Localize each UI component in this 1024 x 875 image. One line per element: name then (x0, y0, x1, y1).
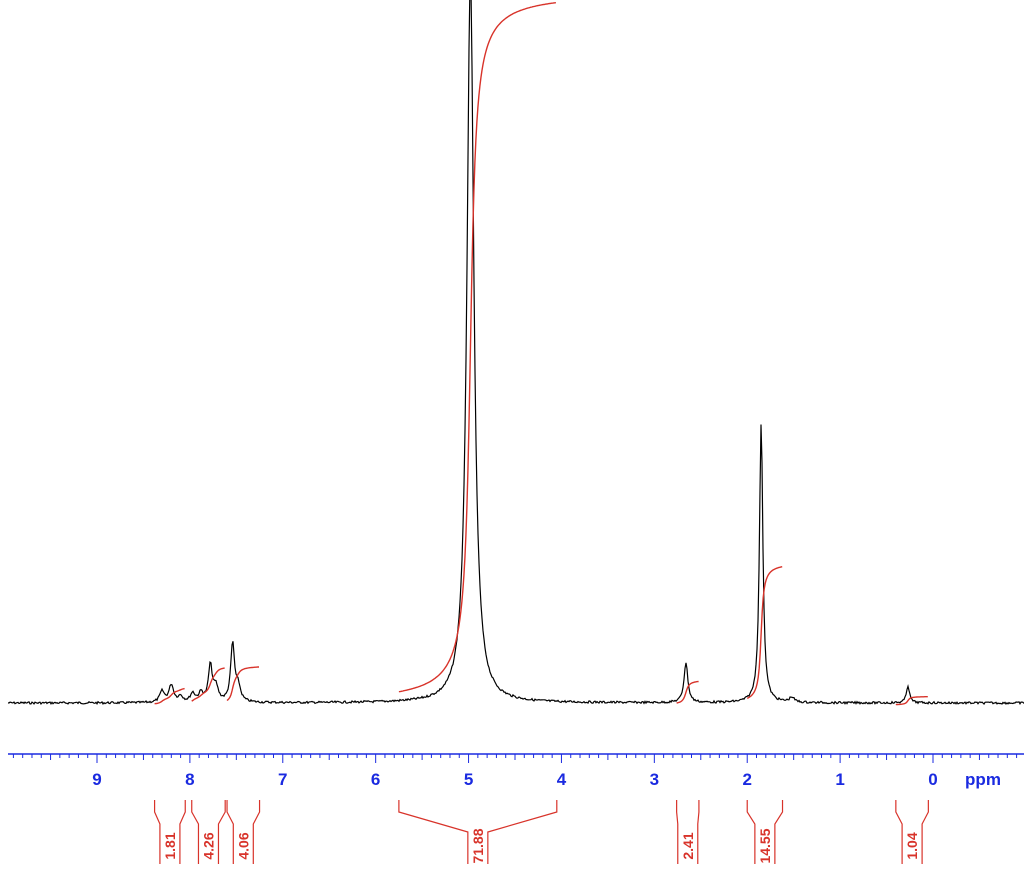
x-tick-label: 0 (928, 770, 937, 789)
integral-value-label: 14.55 (757, 828, 773, 863)
x-tick-label: 9 (92, 770, 101, 789)
integral-value-label: 71.88 (470, 828, 486, 863)
integral-bracket: 2.41 (676, 800, 700, 864)
integral-bracket: 1.04 (895, 800, 929, 864)
integral-bracket: 14.55 (746, 800, 784, 864)
integral-value-label: 1.04 (904, 832, 920, 859)
integral-value-label: 2.41 (680, 832, 696, 859)
integral-bracket: 4.06 (226, 800, 261, 864)
integral-bracket: 4.26 (191, 800, 226, 864)
integral-curve (895, 696, 928, 706)
x-tick-label: 1 (835, 770, 844, 789)
x-tick-label: 6 (371, 770, 380, 789)
spectrum-trace (7, 0, 1024, 706)
integral-curve (746, 566, 783, 700)
integral-bracket: 71.88 (398, 800, 558, 864)
integral-curve (226, 666, 259, 702)
integral-bracket: 1.81 (153, 800, 186, 864)
integral-curve (676, 680, 699, 704)
integral-curve (154, 687, 185, 705)
x-tick-label: 5 (464, 770, 473, 789)
x-tick-label: 3 (650, 770, 659, 789)
integral-curve (398, 2, 556, 693)
integral-value-label: 4.06 (235, 832, 251, 859)
integral-value-label: 1.81 (162, 832, 178, 859)
x-tick-label: 7 (278, 770, 287, 789)
x-tick-label: 4 (557, 770, 567, 789)
x-tick-label: 2 (742, 770, 751, 789)
x-tick-label: 8 (185, 770, 194, 789)
integral-curve (191, 667, 225, 702)
x-axis-label: ppm (965, 770, 1001, 789)
integral-value-label: 4.26 (200, 832, 216, 859)
